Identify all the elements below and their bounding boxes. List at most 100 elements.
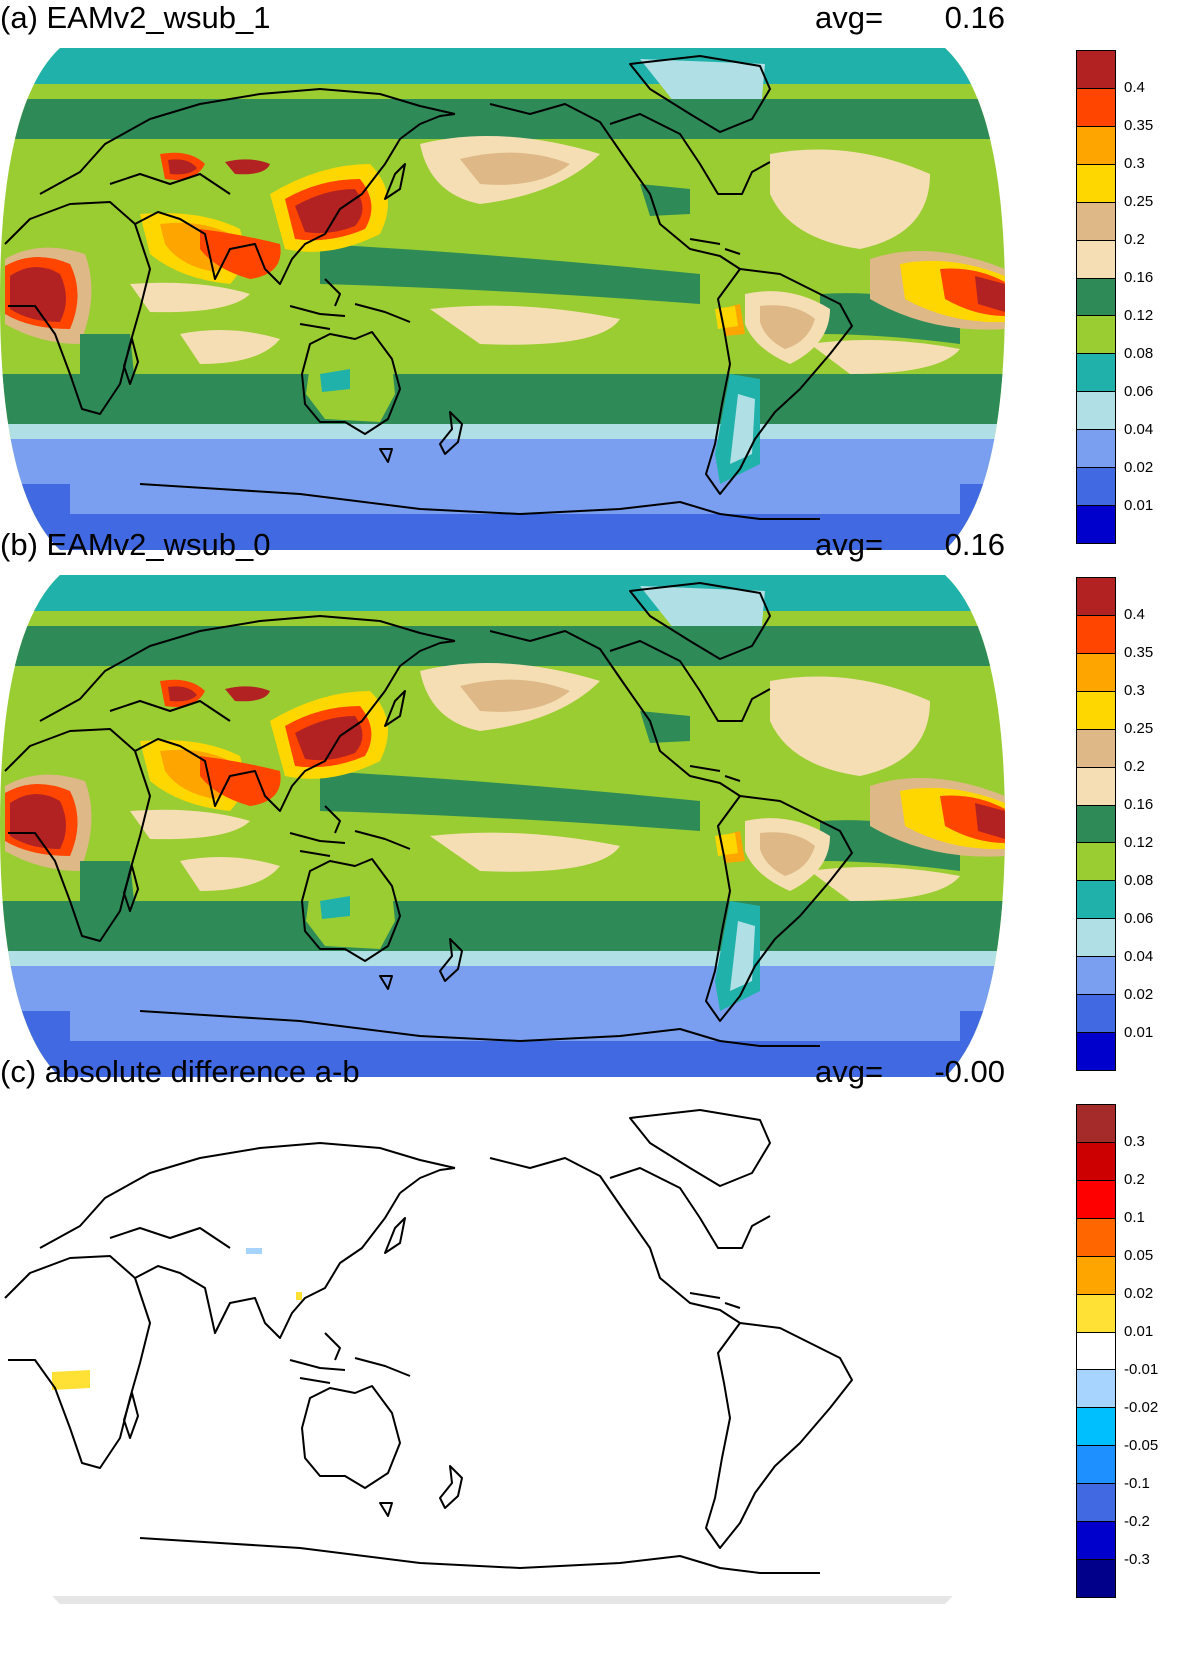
colorbar-swatch [1077,1332,1115,1371]
field-region [0,99,1005,139]
colorbar-tick-label: 0.06 [1124,383,1154,400]
panel-average: avg= -0.00 [815,1054,1005,1090]
colorbar-tick-label: 0.3 [1124,1133,1145,1150]
field-region [0,575,1005,611]
field-region [320,244,700,304]
field-region [0,374,1005,424]
field-region [200,177,270,203]
coastline [289,832,346,844]
colorbar-swatches [1076,1104,1116,1598]
colorbar-swatches [1076,577,1116,1071]
coastline [301,331,401,435]
coastline [689,238,721,245]
colorbar-swatch [1077,1522,1115,1561]
colorbar-swatch [1077,1446,1115,1485]
field-region [225,159,270,175]
difference-region [246,1248,262,1254]
coastline [109,173,231,195]
map-field [0,1102,1005,1604]
colorbar-tick-label: 0.1 [1124,1209,1145,1226]
panel-title: (b) EAMv2_wsub_0 [0,527,271,562]
coastline [629,55,771,133]
coastline [354,303,411,323]
field-region [0,626,1005,666]
field-region [200,704,270,730]
panel-average: avg= 0.16 [815,0,1005,36]
avg-value: -0.00 [934,1054,1005,1089]
colorbar-tick-label: 0.25 [1124,720,1154,737]
coastline [439,411,463,455]
colorbar-tick-label: -0.05 [1124,1437,1159,1454]
colorbar-tick-label: 0.02 [1124,459,1154,476]
coastline [134,1192,401,1339]
colorbar-tick-label: 0.05 [1124,1247,1154,1264]
coastline [109,1227,231,1249]
coastline [629,582,771,660]
colorbar-tick-label: -0.3 [1124,1551,1150,1568]
coastline [354,1357,411,1377]
coastline [705,795,853,1022]
field-region [80,334,135,404]
colorbar: 0.3 0.2 0.1 0.05 0.02 0.01 -0.01 -0.02 -0.05 -0.1… [1076,1104,1194,1598]
coastlines [4,582,853,1047]
field-region [460,152,570,185]
antarctic-band [0,1596,1005,1604]
field-region [770,676,930,776]
field-region [640,184,690,216]
colorbar-tick-label: 0.01 [1124,1024,1154,1041]
coastline [724,1302,741,1309]
panel-average: avg= 0.16 [815,527,1005,563]
coastline [324,278,341,307]
coastline [123,1392,139,1439]
difference-region [296,1292,302,1300]
coastline [399,113,456,140]
panel-b: (b) EAMv2_wsub_0 avg= 0.16 0.4 0.35 0.3 0.2… [0,527,1194,1087]
colorbar-swatch [1077,506,1115,543]
colorbar-tick-label: 0.01 [1124,497,1154,514]
field-region [0,439,1005,484]
field-region [0,901,1005,951]
coastline [609,1167,771,1249]
coastline [439,1465,463,1509]
coastline [609,113,771,195]
colorbar-swatches [1076,50,1116,544]
field-region [730,921,755,991]
field-region [0,48,1005,84]
field-region [70,1011,960,1041]
field-region [320,896,350,919]
colorbar-swatch [1077,202,1115,241]
coastlines [4,55,853,520]
field-region [460,679,570,712]
field-region [975,276,1005,312]
world-map [0,1102,1005,1604]
coastline [301,1385,401,1489]
colorbar-swatch [1077,1560,1115,1597]
coastline [379,448,393,463]
coastline [489,1157,741,1324]
field-region [0,966,1005,1011]
coastline [39,1142,456,1249]
colorbar-swatch [1077,1033,1115,1070]
colorbar-swatch [1077,1105,1115,1143]
colorbar-tick-label: 0.02 [1124,986,1154,1003]
colorbar-tick-label: 0.04 [1124,948,1154,965]
field-region [295,189,363,234]
avg-value: 0.16 [944,527,1005,562]
colorbar: 0.4 0.35 0.3 0.25 0.2 0.16 0.12 0.08 0.06 0.04 0.0… [1076,50,1194,544]
colorbar-swatch [1077,995,1115,1034]
field-region [430,305,620,345]
panel-title: (c) absolute difference a-b [0,1054,360,1089]
colorbar-tick-label: 0.08 [1124,345,1154,362]
field-region [715,833,738,856]
colorbar-tick-label: -0.01 [1124,1361,1159,1378]
colorbar-swatch [1077,1370,1115,1409]
colorbar: 0.4 0.35 0.3 0.25 0.2 0.16 0.12 0.08 0.06 0.04 0.0… [1076,577,1194,1071]
coastline [301,858,401,962]
coastline [324,805,341,834]
avg-label: avg= [815,1054,884,1089]
colorbar-tick-label: 0.16 [1124,269,1154,286]
coastline [705,1322,853,1549]
colorbar-swatch [1077,767,1115,806]
field-region [760,832,815,876]
field-region [430,832,620,872]
